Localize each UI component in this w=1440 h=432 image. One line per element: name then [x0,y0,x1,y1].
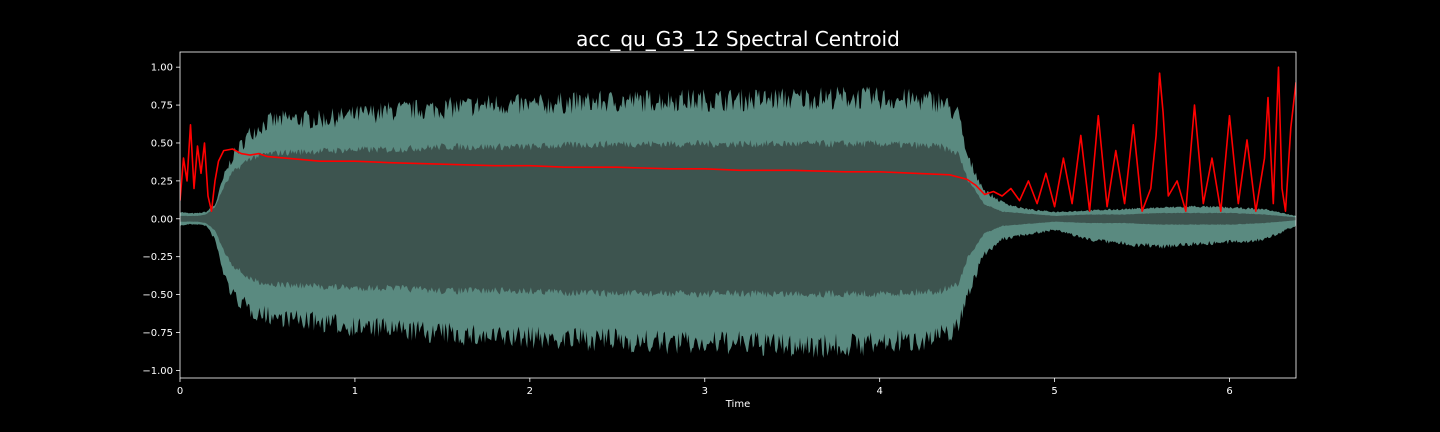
y-axis: 1.00 0.75 0.50 0.25 0.00 −0.25 −0.50 −0.75 −1.00 [142,63,180,377]
x-tick-label: 6 [1226,386,1232,397]
x-tick-label: 1 [352,386,358,397]
spectral-centroid-series [180,66,1296,212]
y-tick-label: −0.50 [142,290,173,301]
x-tick-label: 5 [1051,386,1057,397]
x-tick-label: 2 [527,386,533,397]
plot-area [180,66,1296,358]
y-tick-label: −1.00 [142,366,173,377]
waveform-inner-band [180,140,1296,298]
y-tick-label: −0.75 [142,328,173,339]
x-tick-label: 0 [177,386,183,397]
waveform [180,86,1296,358]
chart-title: acc_qu_G3_12 Spectral Centroid [576,27,900,51]
y-tick-label: −0.25 [142,252,173,263]
y-tick-label: 0.75 [151,101,173,112]
y-tick-label: 0.25 [151,176,173,187]
y-tick-label: 1.00 [151,63,173,74]
plot-frame [179,51,1297,379]
x-axis: 0 1 2 3 4 5 6 [177,378,1233,397]
x-axis-label: Time [725,399,750,410]
y-tick-label: 0.50 [151,138,173,149]
centroid-line-0 [180,66,1296,212]
y-tick-label: 0.00 [151,214,173,225]
x-tick-label: 4 [876,386,882,397]
x-tick-label: 3 [702,386,708,397]
